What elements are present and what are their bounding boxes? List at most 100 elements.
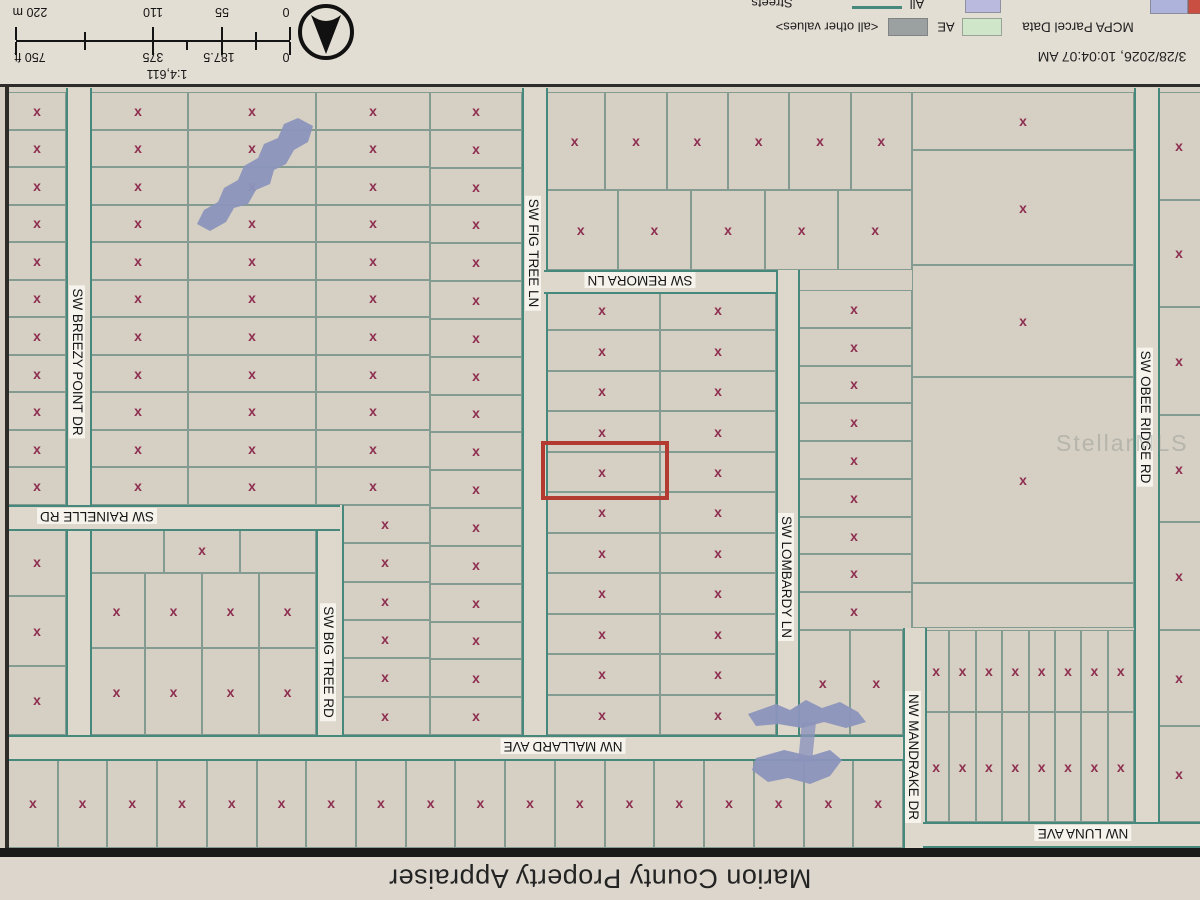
scale-tick bbox=[15, 27, 17, 40]
legend-layer-title: MCPA Parcel Data bbox=[1022, 19, 1134, 35]
parcel-cell: x bbox=[157, 757, 207, 848]
parcel-cell bbox=[88, 527, 164, 573]
parcel-cell: x bbox=[8, 242, 66, 280]
parcel-x-mark: x bbox=[714, 342, 722, 359]
parcel-cell: x bbox=[259, 573, 316, 648]
parcel-x-mark: x bbox=[714, 302, 722, 319]
parcel-x-mark: x bbox=[369, 328, 377, 345]
parcel-cell: x bbox=[340, 505, 430, 544]
scale-tick bbox=[220, 27, 223, 40]
parcel-x-mark: x bbox=[248, 478, 256, 495]
parcel-x-mark: x bbox=[877, 133, 886, 149]
parcel-x-mark: x bbox=[1116, 759, 1125, 775]
parcel-x-mark: x bbox=[327, 794, 336, 811]
parcel-cell: x bbox=[107, 757, 158, 848]
parcel-x-mark: x bbox=[472, 443, 480, 460]
parcel-x-mark: x bbox=[1175, 352, 1183, 369]
parcel-block-H1: x x x x x x x x x bbox=[796, 290, 912, 630]
parcel-x-mark: x bbox=[774, 794, 783, 811]
parcel-cell: x bbox=[8, 129, 66, 168]
parcel-cell: x bbox=[789, 92, 851, 190]
parcel-block-L2: x bbox=[88, 527, 316, 573]
parcel-x-mark: x bbox=[625, 794, 634, 811]
parcel-x-mark: x bbox=[134, 403, 142, 420]
print-datetime: 3/28/2026, 10:04:07 AM bbox=[1037, 49, 1187, 65]
parcel-cell: x bbox=[1002, 630, 1029, 712]
parcel-x-mark: x bbox=[650, 222, 659, 238]
parcel-cell: x bbox=[544, 694, 660, 735]
parcel-cell: x bbox=[430, 697, 522, 735]
parcel-cell: x bbox=[164, 527, 240, 573]
parcel-cell: x bbox=[1028, 630, 1055, 712]
parcel-x-mark: x bbox=[675, 794, 684, 811]
parcel-x-mark: x bbox=[381, 592, 389, 609]
parcel-cell: x bbox=[88, 242, 188, 280]
parcel-cell: x bbox=[8, 665, 66, 735]
parcel-x-mark: x bbox=[754, 133, 763, 149]
parcel-cell: x bbox=[88, 467, 188, 505]
parcel-cell: x bbox=[617, 190, 692, 270]
parcel-cell: x bbox=[912, 92, 1134, 150]
road-fig-tree bbox=[522, 88, 548, 735]
parcel-cell: x bbox=[660, 532, 776, 574]
parcel-cell: x bbox=[8, 527, 66, 597]
parcel-cell: x bbox=[316, 129, 430, 168]
parcel-x-mark: x bbox=[381, 669, 389, 686]
parcel-cell: x bbox=[430, 129, 522, 168]
parcel-cell: x bbox=[544, 92, 606, 190]
parcel-cell: x bbox=[654, 757, 705, 848]
parcel-x-mark: x bbox=[472, 329, 480, 346]
legend-all-other-values-label: <all other values> bbox=[775, 19, 879, 35]
parcel-x-mark: x bbox=[1011, 759, 1020, 775]
street-label-lombardy: SW LOMBARDY LN bbox=[778, 512, 794, 642]
parcel-cell: x bbox=[544, 370, 660, 412]
parcel-cell: x bbox=[554, 757, 605, 848]
parcel-cell: x bbox=[8, 279, 66, 318]
parcel-x-mark: x bbox=[1019, 113, 1027, 129]
parcel-x-mark: x bbox=[1019, 313, 1027, 329]
street-label-rainelle: SW RAINELLE RD bbox=[36, 508, 158, 524]
parcel-x-mark: x bbox=[369, 252, 377, 269]
parcel-x-mark: x bbox=[472, 405, 480, 422]
parcel-cell: x bbox=[975, 630, 1003, 712]
parcel-x-mark: x bbox=[598, 544, 606, 561]
parcel-x-mark: x bbox=[850, 338, 858, 355]
road-mallard bbox=[8, 735, 903, 761]
parcel-cell: x bbox=[544, 532, 660, 574]
parcel-x-mark: x bbox=[850, 376, 858, 393]
parcel-cell: x bbox=[356, 757, 406, 848]
scale-tick bbox=[83, 32, 86, 40]
parcel-cell: x bbox=[604, 757, 655, 848]
parcel-x-mark: x bbox=[33, 553, 41, 570]
parcel-cell: x bbox=[188, 204, 316, 243]
parcel-x-mark: x bbox=[33, 140, 41, 157]
parcel-cell: x bbox=[430, 92, 522, 130]
scale-tick bbox=[152, 27, 154, 40]
scale-tick bbox=[289, 42, 291, 55]
parcel-cell: x bbox=[405, 757, 456, 848]
map-frame-bottom bbox=[0, 848, 1200, 857]
parcel-cell: x bbox=[88, 354, 188, 393]
parcel-x-mark: x bbox=[1037, 759, 1046, 775]
legend-streets-label: Streets bbox=[751, 0, 793, 11]
parcel-cell: x bbox=[8, 467, 66, 505]
parcel-x-mark: x bbox=[369, 290, 377, 307]
scale-bar: 220 m 110 55 0 750 ft 375 187.5 0 1:4,611 bbox=[12, 4, 291, 82]
parcel-cell: x bbox=[849, 630, 903, 735]
parcel-cell: x bbox=[796, 592, 912, 630]
scale-imperial-label: 187.5 bbox=[203, 50, 235, 64]
parcel-cell: x bbox=[8, 167, 66, 205]
street-label-remora: SW REMORA LN bbox=[584, 272, 696, 288]
parcel-cell: x bbox=[1081, 712, 1108, 822]
parcel-x-mark: x bbox=[248, 215, 256, 232]
parcel-cell: x bbox=[796, 327, 912, 366]
parcel-cell: x bbox=[8, 596, 66, 666]
parcel-x-mark: x bbox=[850, 451, 858, 468]
parcel-x-mark: x bbox=[472, 254, 480, 271]
parcel-cell: x bbox=[316, 392, 430, 430]
parcel-cell: x bbox=[8, 92, 66, 130]
parcel-x-mark: x bbox=[369, 140, 377, 157]
parcel-x-mark: x bbox=[248, 290, 256, 307]
map-frame-top bbox=[0, 84, 1200, 87]
parcel-x-mark: x bbox=[850, 565, 858, 582]
